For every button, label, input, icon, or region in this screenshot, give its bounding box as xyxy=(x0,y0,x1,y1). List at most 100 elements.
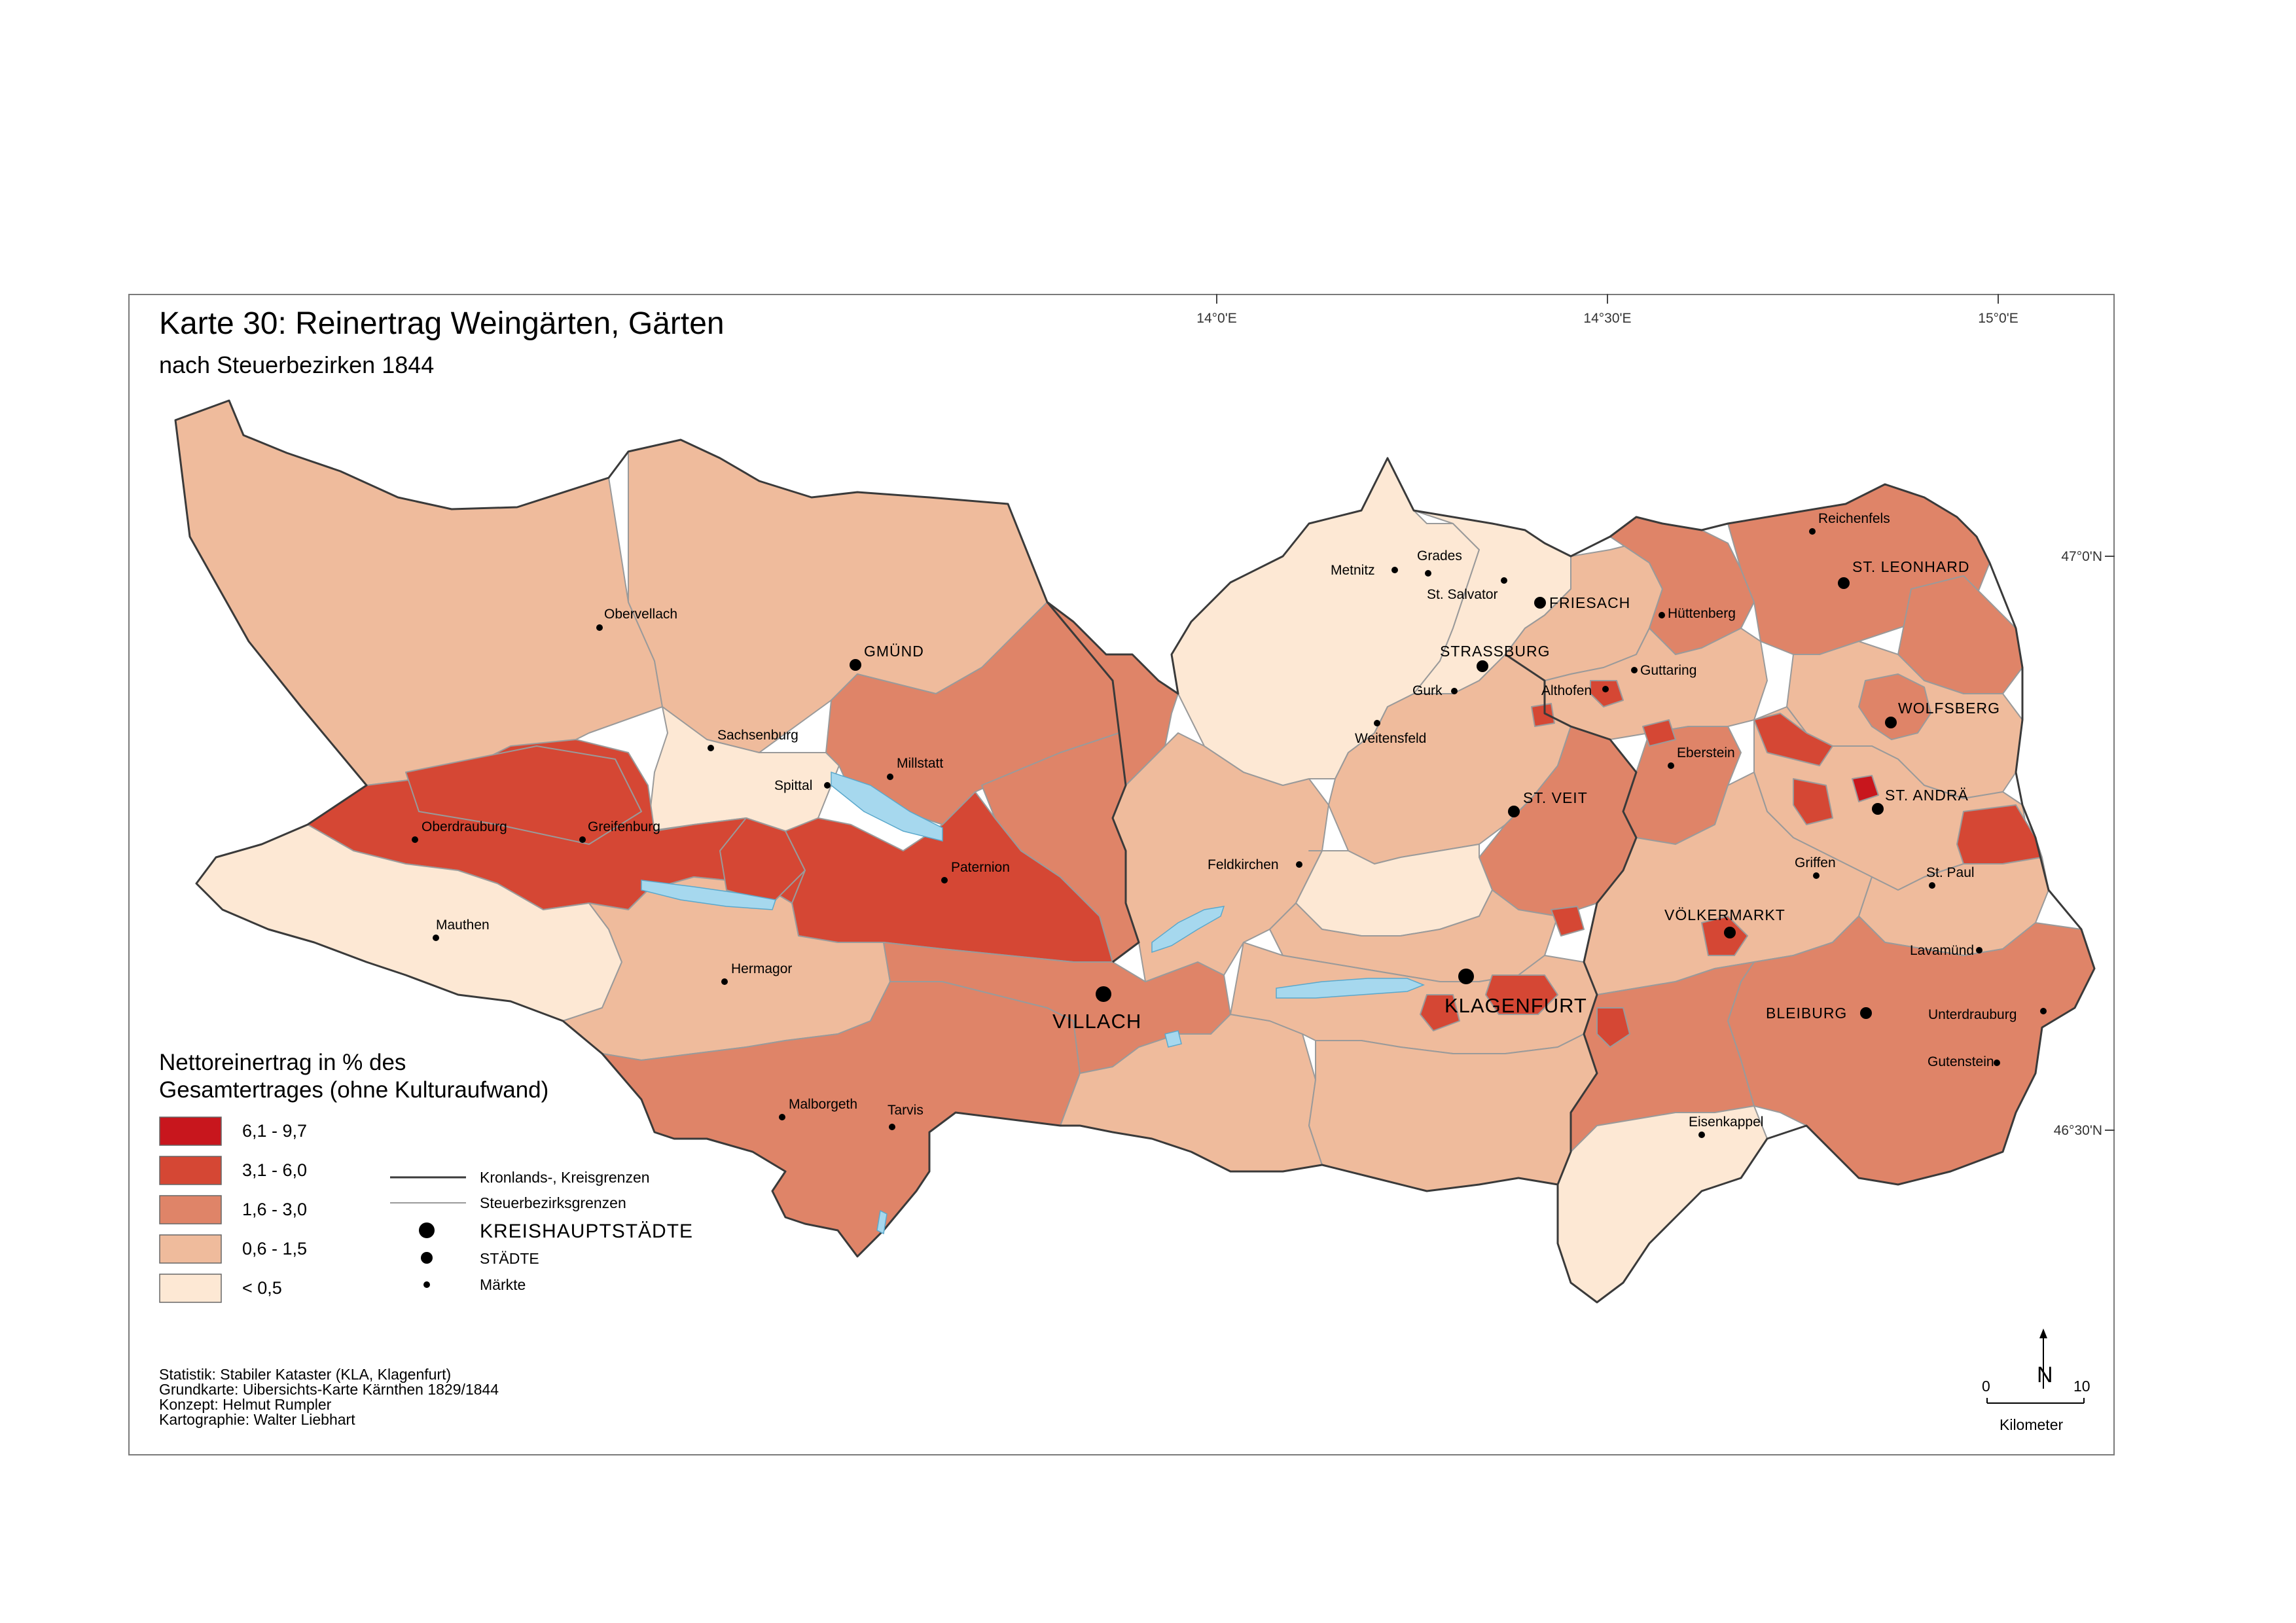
marker-stveit xyxy=(1508,806,1520,817)
lat-label-47-0: 47°0'N xyxy=(2061,549,2102,564)
marker-spittal xyxy=(824,782,831,789)
lon-label-14-30: 14°30'E xyxy=(1583,311,1631,326)
lake-weissensee xyxy=(641,880,776,910)
label-stsalvator: St. Salvator xyxy=(1427,587,1498,602)
label-huettenberg: Hüttenberg xyxy=(1668,606,1736,621)
label-spittal: Spittal xyxy=(774,778,812,793)
label-guttaring: Guttaring xyxy=(1640,663,1696,678)
marker-wolfsberg xyxy=(1885,717,1897,728)
label-obervellach: Obervellach xyxy=(604,607,677,622)
legend-swatch-3 xyxy=(159,1234,222,1264)
lake-woerthersee xyxy=(1276,978,1426,999)
label-grades: Grades xyxy=(1417,548,1462,563)
marker-standrae xyxy=(1872,803,1884,815)
legend-title-line1: Nettoreinertrag in % des xyxy=(159,1050,406,1075)
label-friesach: FRIESACH xyxy=(1549,594,1630,611)
marker-reichenfels xyxy=(1809,528,1816,535)
label-klagenfurt: KLAGENFURT xyxy=(1444,994,1587,1017)
marker-stpaul xyxy=(1929,882,1935,889)
marker-guttaring xyxy=(1631,667,1638,673)
label-eberstein: Eberstein xyxy=(1677,745,1735,760)
legend-class-label-0: 6,1 - 9,7 xyxy=(242,1121,307,1141)
label-sachsenburg: Sachsenburg xyxy=(717,728,798,743)
marker-bleiburg xyxy=(1860,1007,1872,1019)
legend-class-label-2: 1,6 - 3,0 xyxy=(242,1200,307,1219)
legend: Nettoreinertrag in % des Gesamtertrages … xyxy=(159,1050,693,1303)
credits: Statistik: Stabiler Kataster (KLA, Klage… xyxy=(159,1366,499,1428)
patch-klagenfurt-east xyxy=(1485,974,1558,1015)
credit-2: Konzept: Helmut Rumpler xyxy=(159,1396,332,1413)
marker-sachsenburg xyxy=(708,745,714,751)
marker-tarvis xyxy=(889,1124,895,1130)
district-wolfsberg-core xyxy=(1858,673,1931,740)
marker-feldkirchen xyxy=(1296,861,1302,868)
label-eisenkappel: Eisenkappel xyxy=(1689,1115,1763,1130)
marker-gutenstein xyxy=(1994,1060,2000,1066)
marker-eisenkappel xyxy=(1698,1132,1705,1138)
legend-swatch-4 xyxy=(159,1274,222,1303)
map-subtitle: nach Steuerbezirken 1844 xyxy=(159,351,434,378)
patch-standrae-mid xyxy=(1793,778,1833,825)
patch-althofen xyxy=(1590,680,1624,707)
graticule: 14°0'E 14°30'E 15°0'E 47°0'N 46°30'N xyxy=(1196,294,2115,1138)
marker-unterdrauburg xyxy=(2040,1008,2047,1014)
label-stveit: ST. VEIT xyxy=(1523,789,1588,806)
district-lavamuend-east xyxy=(1956,804,2043,865)
legend-classes: 6,1 - 9,7 3,1 - 6,0 1,6 - 3,0 0,6 - 1,5 … xyxy=(159,1116,307,1303)
label-metnitz: Metnitz xyxy=(1331,563,1375,578)
lake-ossiacher-see xyxy=(1151,906,1225,954)
map-frame xyxy=(128,294,2115,1455)
marker-malborgeth xyxy=(779,1114,785,1120)
legend-class-label-3: 0,6 - 1,5 xyxy=(242,1239,307,1258)
patch-oberdrauburg-core xyxy=(405,745,642,845)
label-feldkirchen: Feldkirchen xyxy=(1208,857,1279,872)
marker-klagenfurt xyxy=(1458,969,1474,984)
marker-grades xyxy=(1425,570,1431,577)
marker-obervellach xyxy=(596,624,603,631)
label-millstatt: Millstatt xyxy=(897,756,943,771)
marker-stleonhard xyxy=(1838,577,1850,589)
map-title: Karte 30: Reinertrag Weingärten, Gärten xyxy=(159,306,725,341)
label-standrae: ST. ANDRÄ xyxy=(1885,787,1969,804)
patch-voelkermarkt xyxy=(1701,916,1748,956)
legend-class-label-1: 3,1 - 6,0 xyxy=(242,1160,307,1180)
label-lavamuend: Lavamünd xyxy=(1910,943,1974,958)
legend-swatch-1 xyxy=(159,1156,222,1185)
marker-oberdrauburg xyxy=(412,836,418,843)
credit-0: Statistik: Stabiler Kataster (KLA, Klage… xyxy=(159,1366,451,1383)
label-weitensfeld: Weitensfeld xyxy=(1355,731,1426,746)
label-voelkermarkt: VÖLKERMARKT xyxy=(1664,906,1785,923)
patch-klagenfurt-west xyxy=(1420,994,1460,1031)
place-markers xyxy=(412,528,2047,1138)
legend-point-kreis-label: KREISHAUPTSTÄDTE xyxy=(480,1221,693,1242)
marker-griffen xyxy=(1813,872,1820,879)
lat-label-46-30: 46°30'N xyxy=(2054,1123,2102,1138)
district-obervellach xyxy=(175,400,663,786)
lake-weissenfels xyxy=(876,1209,888,1235)
marker-paternion xyxy=(941,877,948,883)
legend-point-markt-label: Märkte xyxy=(480,1276,526,1293)
district-eisenkappel xyxy=(1557,1105,1768,1303)
scale-start-label: 0 xyxy=(1982,1378,1990,1395)
legend-line-bezirk-label: Steuerbezirksgrenzen xyxy=(480,1194,626,1211)
lakes xyxy=(641,771,1426,1235)
marker-voelkermarkt xyxy=(1724,927,1736,938)
label-mauthen: Mauthen xyxy=(436,918,490,933)
patch-veit-south xyxy=(1551,906,1585,936)
marker-gurk xyxy=(1451,688,1458,694)
label-greifenburg: Greifenburg xyxy=(588,819,660,834)
label-villach: VILLACH xyxy=(1052,1010,1141,1033)
legend-swatch-2 xyxy=(159,1195,222,1224)
legend-point-kreis xyxy=(419,1222,435,1238)
marker-eberstein xyxy=(1668,762,1674,769)
label-reichenfels: Reichenfels xyxy=(1818,511,1890,526)
marker-greifenburg xyxy=(579,836,586,843)
legend-line-kronland-label: Kronlands-, Kreisgrenzen xyxy=(480,1169,650,1186)
label-gurk: Gurk xyxy=(1412,683,1443,698)
label-unterdrauburg: Unterdrauburg xyxy=(1928,1007,2017,1022)
label-wolfsberg: WOLFSBERG xyxy=(1898,700,2000,717)
label-malborgeth: Malborgeth xyxy=(789,1097,857,1112)
marker-villach xyxy=(1096,986,1111,1002)
marker-millstatt xyxy=(887,774,893,780)
patch-standrae-dark xyxy=(1852,775,1879,802)
